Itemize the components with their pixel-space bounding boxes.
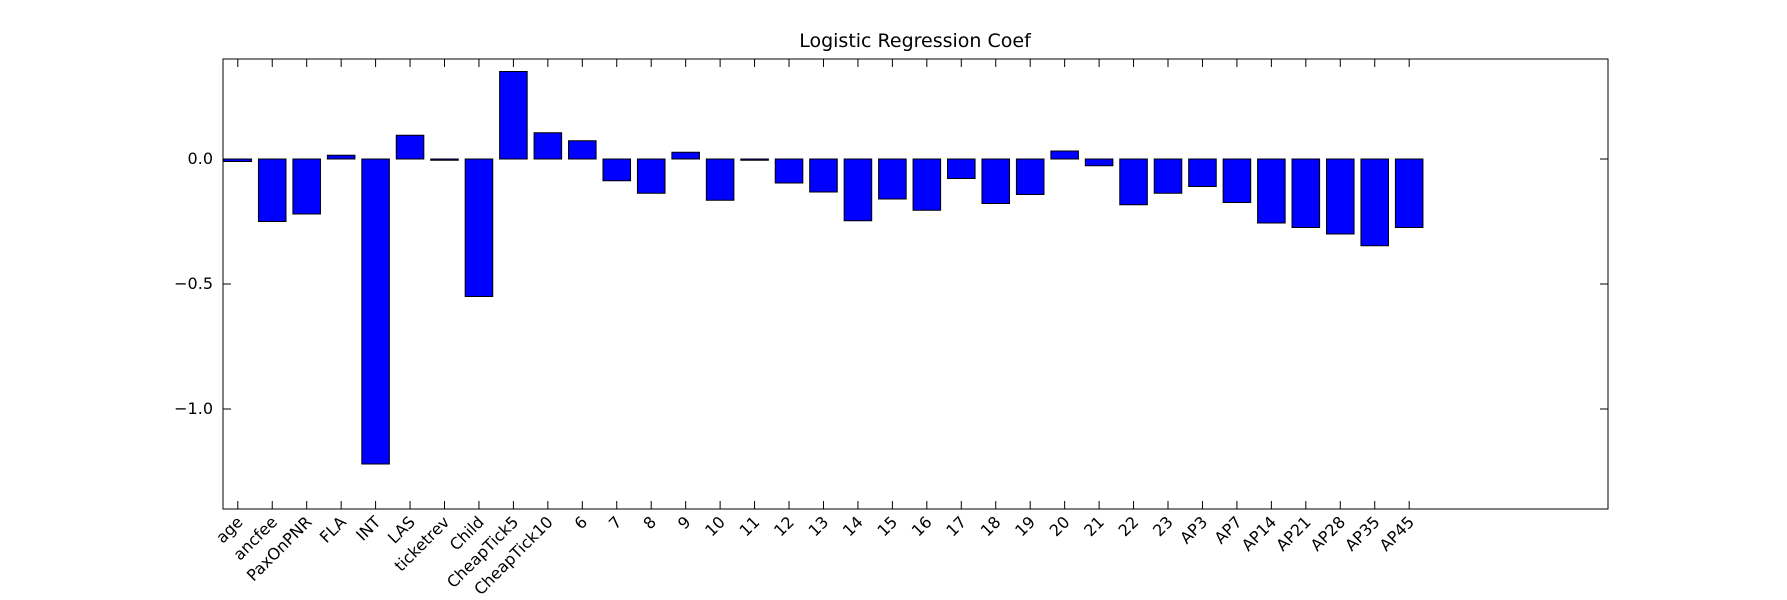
x-tick-label: AP21 bbox=[1272, 512, 1314, 554]
bar bbox=[1050, 150, 1079, 160]
x-tick-label: AP35 bbox=[1341, 512, 1383, 554]
x-tick-label: AP28 bbox=[1307, 512, 1349, 554]
bar bbox=[1394, 158, 1424, 228]
bar bbox=[292, 158, 321, 215]
bar bbox=[1119, 158, 1148, 206]
x-tick-label: AP14 bbox=[1238, 512, 1280, 554]
bar bbox=[671, 151, 700, 160]
x-tick-label: 11 bbox=[736, 512, 764, 540]
bar bbox=[499, 71, 528, 160]
bar bbox=[636, 158, 666, 194]
bar bbox=[912, 158, 942, 211]
bar bbox=[533, 132, 563, 160]
x-tick-label: 22 bbox=[1115, 512, 1143, 540]
x-tick-label: 16 bbox=[908, 512, 936, 540]
x-tick-label: 14 bbox=[839, 512, 867, 540]
bar bbox=[1188, 158, 1217, 187]
x-tick-label: 6 bbox=[570, 512, 591, 533]
bar bbox=[1257, 158, 1286, 224]
x-tick-label: 17 bbox=[942, 512, 970, 540]
x-tick-label: 12 bbox=[770, 512, 798, 540]
x-tick-label: AP45 bbox=[1376, 512, 1418, 554]
bar bbox=[774, 158, 804, 184]
x-tick-label: 21 bbox=[1080, 512, 1108, 540]
bar bbox=[705, 158, 735, 201]
x-tick-label: 8 bbox=[639, 512, 660, 533]
bar bbox=[430, 158, 459, 161]
bar bbox=[1360, 158, 1390, 247]
bar bbox=[568, 140, 597, 160]
bar bbox=[602, 158, 632, 182]
bar bbox=[1222, 158, 1252, 203]
y-tick-label: 0.0 bbox=[188, 149, 213, 168]
x-tick-label: 19 bbox=[1011, 512, 1039, 540]
bar bbox=[326, 154, 356, 160]
x-tick-label: INT bbox=[352, 512, 384, 544]
x-tick-label: 7 bbox=[605, 512, 626, 533]
bar bbox=[1084, 158, 1114, 167]
plot-frame bbox=[222, 58, 1609, 510]
bar bbox=[223, 158, 253, 162]
bar bbox=[361, 158, 390, 465]
bar bbox=[395, 134, 425, 160]
bar bbox=[1153, 158, 1183, 194]
x-tick-label: 20 bbox=[1046, 512, 1074, 540]
x-tick-label: 15 bbox=[873, 512, 901, 540]
y-tick-label: −0.5 bbox=[174, 274, 213, 293]
bar bbox=[809, 158, 838, 193]
bar bbox=[1291, 158, 1321, 228]
bar bbox=[947, 158, 976, 179]
x-tick-label: 13 bbox=[804, 512, 832, 540]
x-tick-label: 10 bbox=[701, 512, 729, 540]
x-tick-label: 9 bbox=[674, 512, 695, 533]
bar bbox=[1015, 158, 1045, 195]
bar bbox=[843, 158, 873, 222]
bar bbox=[464, 158, 494, 297]
y-tick-label: −1.0 bbox=[174, 399, 213, 418]
x-tick-label: FLA bbox=[316, 512, 350, 546]
bar bbox=[257, 158, 287, 222]
x-tick-label: AP3 bbox=[1176, 512, 1211, 547]
bar bbox=[740, 158, 769, 161]
x-tick-label: 18 bbox=[977, 512, 1005, 540]
x-tick-label: 23 bbox=[1149, 512, 1177, 540]
chart-title: Logistic Regression Coef bbox=[799, 30, 1032, 52]
bar bbox=[1325, 158, 1355, 235]
bar bbox=[981, 158, 1011, 204]
bar bbox=[878, 158, 907, 200]
